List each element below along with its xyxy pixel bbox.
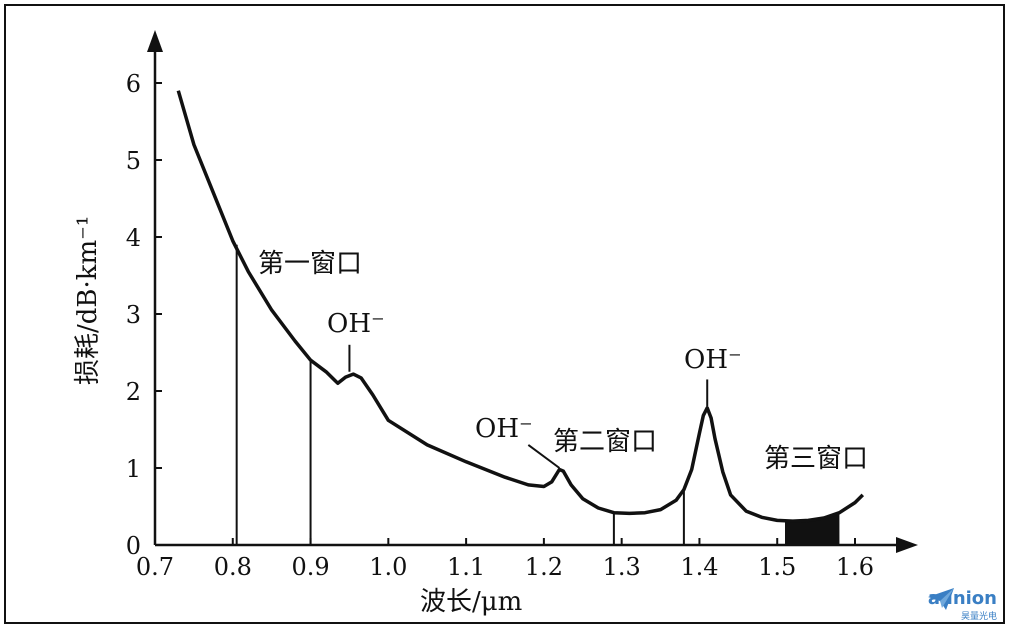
x-axis-label: 波长/μm [420, 587, 522, 617]
y-tick-label: 2 [126, 378, 141, 406]
chart-frame [4, 4, 1005, 624]
watermark-subtitle: 昊量光电 [960, 612, 997, 622]
annotation-window-1: 第一窗口 [258, 249, 362, 279]
watermark-logo: aunion 昊量光电 [927, 588, 997, 622]
oh-peak-leader-2 [527, 444, 561, 469]
third-window-shaded-area [785, 512, 840, 545]
x-tick-label: 1.5 [758, 553, 796, 581]
y-tick-label: 0 [126, 532, 141, 560]
annotation-window-3: 第三窗口 [764, 444, 868, 474]
x-tick-label: 1.2 [525, 553, 563, 581]
x-tick-label: 1.1 [447, 553, 485, 581]
annotation-window-2: 第二窗口 [553, 427, 657, 457]
y-tick-label: 6 [126, 70, 141, 98]
y-tick-label: 5 [126, 147, 141, 175]
x-tick-label: 1.4 [680, 553, 718, 581]
x-tick-label: 0.7 [136, 553, 174, 581]
x-tick-label: 1.3 [603, 553, 641, 581]
loss-curve [176, 90, 865, 523]
paper-plane-icon [927, 588, 954, 610]
y-tick-label: 1 [126, 455, 141, 483]
x-tick-label: 1.0 [369, 553, 407, 581]
y-axis-arrow [147, 30, 163, 52]
annotation-oh-2: OH⁻ [475, 414, 533, 444]
x-axis-arrow [896, 537, 918, 553]
annotation-oh-1: OH⁻ [327, 309, 385, 339]
x-tick-label: 0.8 [214, 553, 252, 581]
y-axis-label: 损耗/dB·km⁻¹ [73, 216, 103, 385]
y-tick-label: 3 [126, 301, 141, 329]
x-tick-label: 1.6 [836, 553, 874, 581]
annotation-oh-3: OH⁻ [684, 345, 742, 375]
x-tick-label: 0.9 [291, 553, 329, 581]
y-tick-label: 4 [126, 224, 141, 252]
